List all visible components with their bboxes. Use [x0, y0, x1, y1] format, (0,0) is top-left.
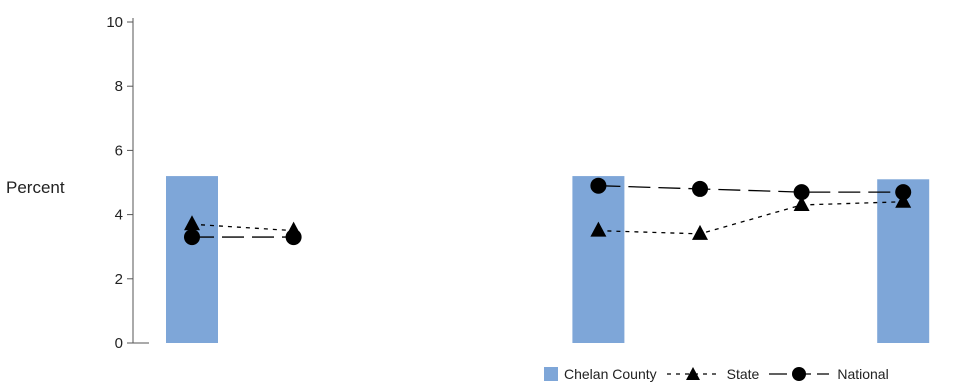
- y-axis: 0 2 4 6 8 10: [106, 14, 149, 352]
- point-national: [590, 177, 607, 194]
- legend: Chelan County State National: [544, 364, 897, 384]
- series-line-national: [598, 185, 904, 193]
- legend-item-national: National: [767, 366, 889, 382]
- point-state: [184, 215, 200, 231]
- y-tick-label: 4: [115, 207, 123, 224]
- legend-item-state: State: [665, 366, 760, 382]
- point-national: [793, 184, 810, 201]
- point-state: [895, 192, 912, 208]
- legend-symbol-state: [666, 367, 719, 380]
- series-line-state: [191, 223, 294, 232]
- legend-symbol-national: [769, 367, 830, 381]
- y-tick-label: 8: [115, 78, 123, 95]
- bar: [572, 176, 625, 343]
- legend-item-county: Chelan County: [544, 366, 657, 382]
- point-national: [895, 184, 912, 201]
- y-tick-label: 0: [115, 335, 123, 352]
- point-state: [793, 195, 810, 211]
- y-tick-label: 6: [115, 142, 123, 159]
- point-state: [590, 221, 607, 237]
- lines-layer: [184, 177, 912, 246]
- bar: [166, 176, 218, 343]
- y-tick-label: 2: [115, 271, 123, 288]
- bars-layer: [166, 176, 930, 343]
- y-axis-label: Percent: [6, 178, 65, 197]
- point-national: [184, 229, 200, 246]
- legend-label-state: State: [726, 366, 760, 382]
- legend-label-county: Chelan County: [564, 366, 657, 382]
- y-tick-label: 10: [106, 14, 123, 31]
- point-national: [285, 229, 302, 246]
- legend-swatch-county: [544, 367, 558, 381]
- point-state: [692, 224, 708, 240]
- legend-label-national: National: [837, 366, 889, 382]
- series-line-state: [598, 201, 904, 235]
- point-national: [692, 180, 708, 197]
